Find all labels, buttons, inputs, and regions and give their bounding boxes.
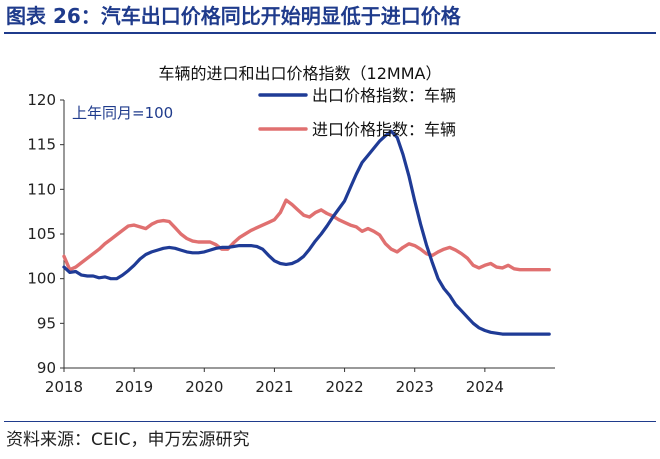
x-tick-label: 2022 — [325, 378, 363, 396]
y-tick-label: 120 — [27, 91, 56, 109]
x-tick-label: 2024 — [466, 378, 504, 396]
x-tick-label: 2023 — [396, 378, 434, 396]
x-tick-label: 2019 — [115, 378, 153, 396]
x-tick-label: 2021 — [255, 378, 293, 396]
legend-label: 进口价格指数：车辆 — [312, 120, 456, 139]
base-note: 上年同月=100 — [72, 104, 173, 122]
y-tick-label: 95 — [37, 314, 56, 332]
source-note: 资料来源：CEIC，申万宏源研究 — [6, 430, 250, 450]
series-line-export — [62, 129, 551, 336]
x-tick-label: 2020 — [185, 378, 223, 396]
source-rule — [4, 421, 656, 422]
y-tick-label: 100 — [27, 270, 56, 288]
y-tick-label: 90 — [37, 359, 56, 377]
figure-title: 图表 26：汽车出口价格同比开始明显低于进口价格 — [6, 4, 461, 28]
legend-item-import: 进口价格指数：车辆 — [258, 120, 456, 139]
y-tick-label: 105 — [27, 225, 56, 243]
x-tick-label: 2018 — [45, 378, 83, 396]
chart-title: 车辆的进口和出口价格指数（12MMA） — [159, 64, 442, 83]
series-layer — [62, 129, 551, 336]
legend-item-export: 出口价格指数：车辆 — [258, 86, 456, 105]
series-line-import — [62, 198, 551, 272]
axes: 90 95 100 105 110 115 120 2018 2019 2020 2021 2022 2… — [27, 91, 555, 396]
legend-label: 出口价格指数：车辆 — [312, 86, 456, 105]
y-tick-label: 115 — [27, 136, 56, 154]
y-tick-label: 110 — [27, 180, 56, 198]
title-rule — [4, 32, 656, 34]
